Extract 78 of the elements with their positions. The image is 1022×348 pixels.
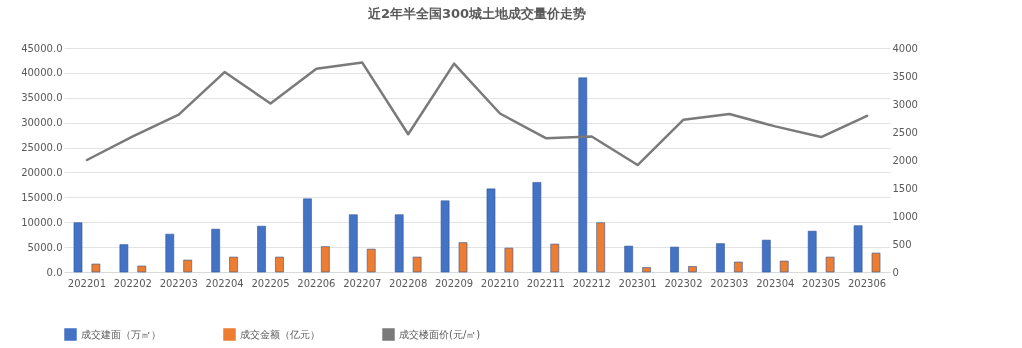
bar	[183, 259, 193, 273]
x-tick-label: 202202	[113, 277, 152, 289]
y-tick-label: 40000.0	[21, 67, 63, 79]
chart-title: 近2年半全国300城土地成交量价走势	[366, 6, 587, 21]
y-tick-label: 35000.0	[21, 92, 63, 104]
bar	[211, 228, 220, 273]
y-tick-label: 20000.0	[21, 166, 63, 178]
bar	[779, 260, 789, 273]
bar	[394, 214, 404, 273]
x-tick-label: 202203	[159, 277, 198, 289]
x-tick-label: 202210	[480, 277, 520, 289]
bar	[596, 222, 606, 273]
y-tick-label: 0.0	[46, 266, 63, 278]
x-tick-label: 202206	[297, 277, 336, 289]
bar	[716, 243, 725, 273]
x-tick-label: 202205	[251, 277, 290, 289]
y2-tick-label: 2000	[892, 154, 918, 166]
legend-label: 成交建面（万㎡）	[81, 328, 161, 340]
bar	[504, 247, 514, 273]
x-tick-label: 202209	[434, 277, 474, 289]
bar	[807, 230, 817, 273]
line-series	[85, 61, 869, 167]
bar	[578, 77, 588, 273]
x-tick-label: 202305	[802, 277, 841, 289]
x-tick-label: 202207	[343, 277, 382, 289]
y2-tick-label: 0	[892, 266, 899, 278]
x-tick-label: 202306	[847, 277, 887, 289]
y2-tick-label: 4000	[892, 42, 918, 54]
x-tick-label: 202303	[710, 277, 749, 289]
bar	[853, 225, 863, 273]
x-tick-label: 202304	[756, 277, 795, 289]
legend-label: 成交金额（亿元）	[240, 328, 320, 340]
bar	[229, 256, 238, 273]
y-tick-label: 45000.0	[21, 42, 63, 54]
y2-tick-label: 3000	[892, 98, 918, 110]
legend-label: 成交楼面价(元/㎡)	[399, 328, 481, 340]
x-tick-label: 202208	[389, 277, 428, 289]
bar	[670, 246, 679, 273]
bar	[412, 256, 422, 273]
bar	[688, 266, 697, 273]
x-tick-label: 202211	[526, 277, 565, 289]
bar	[624, 245, 633, 273]
bar	[532, 182, 542, 273]
bar	[303, 198, 312, 273]
x-tick-label: 202204	[205, 277, 244, 289]
bar	[119, 244, 129, 273]
bar	[321, 246, 330, 273]
bar	[440, 200, 450, 273]
bar	[734, 261, 743, 273]
y2-tick-label: 500	[892, 238, 912, 250]
bar	[366, 248, 376, 273]
bar	[825, 256, 835, 273]
y2-tick-label: 2500	[892, 126, 918, 138]
bar	[165, 233, 175, 273]
y-tick-label: 5000.0	[27, 241, 63, 253]
y-tick-label: 25000.0	[21, 142, 63, 154]
bar	[642, 267, 651, 273]
bar	[486, 188, 496, 273]
bar	[458, 242, 468, 273]
bar	[348, 214, 358, 273]
bar	[871, 252, 881, 273]
y2-tick-label: 3500	[892, 70, 918, 82]
y-tick-label: 30000.0	[21, 117, 63, 129]
y2-tick-label: 1000	[892, 210, 918, 222]
bar	[550, 243, 560, 273]
bar	[91, 263, 101, 273]
x-tick-label: 202301	[618, 277, 657, 289]
bar	[761, 239, 771, 273]
y-tick-label: 10000.0	[21, 216, 63, 228]
bar	[275, 256, 284, 273]
y2-tick-label: 1500	[892, 182, 918, 194]
x-tick-label: 202201	[67, 277, 107, 289]
x-tick-label: 202302	[664, 277, 703, 289]
y-tick-label: 15000.0	[21, 191, 63, 203]
x-tick-label: 202212	[572, 277, 611, 289]
bar	[137, 265, 147, 273]
bar	[73, 222, 83, 273]
bar	[257, 225, 266, 273]
